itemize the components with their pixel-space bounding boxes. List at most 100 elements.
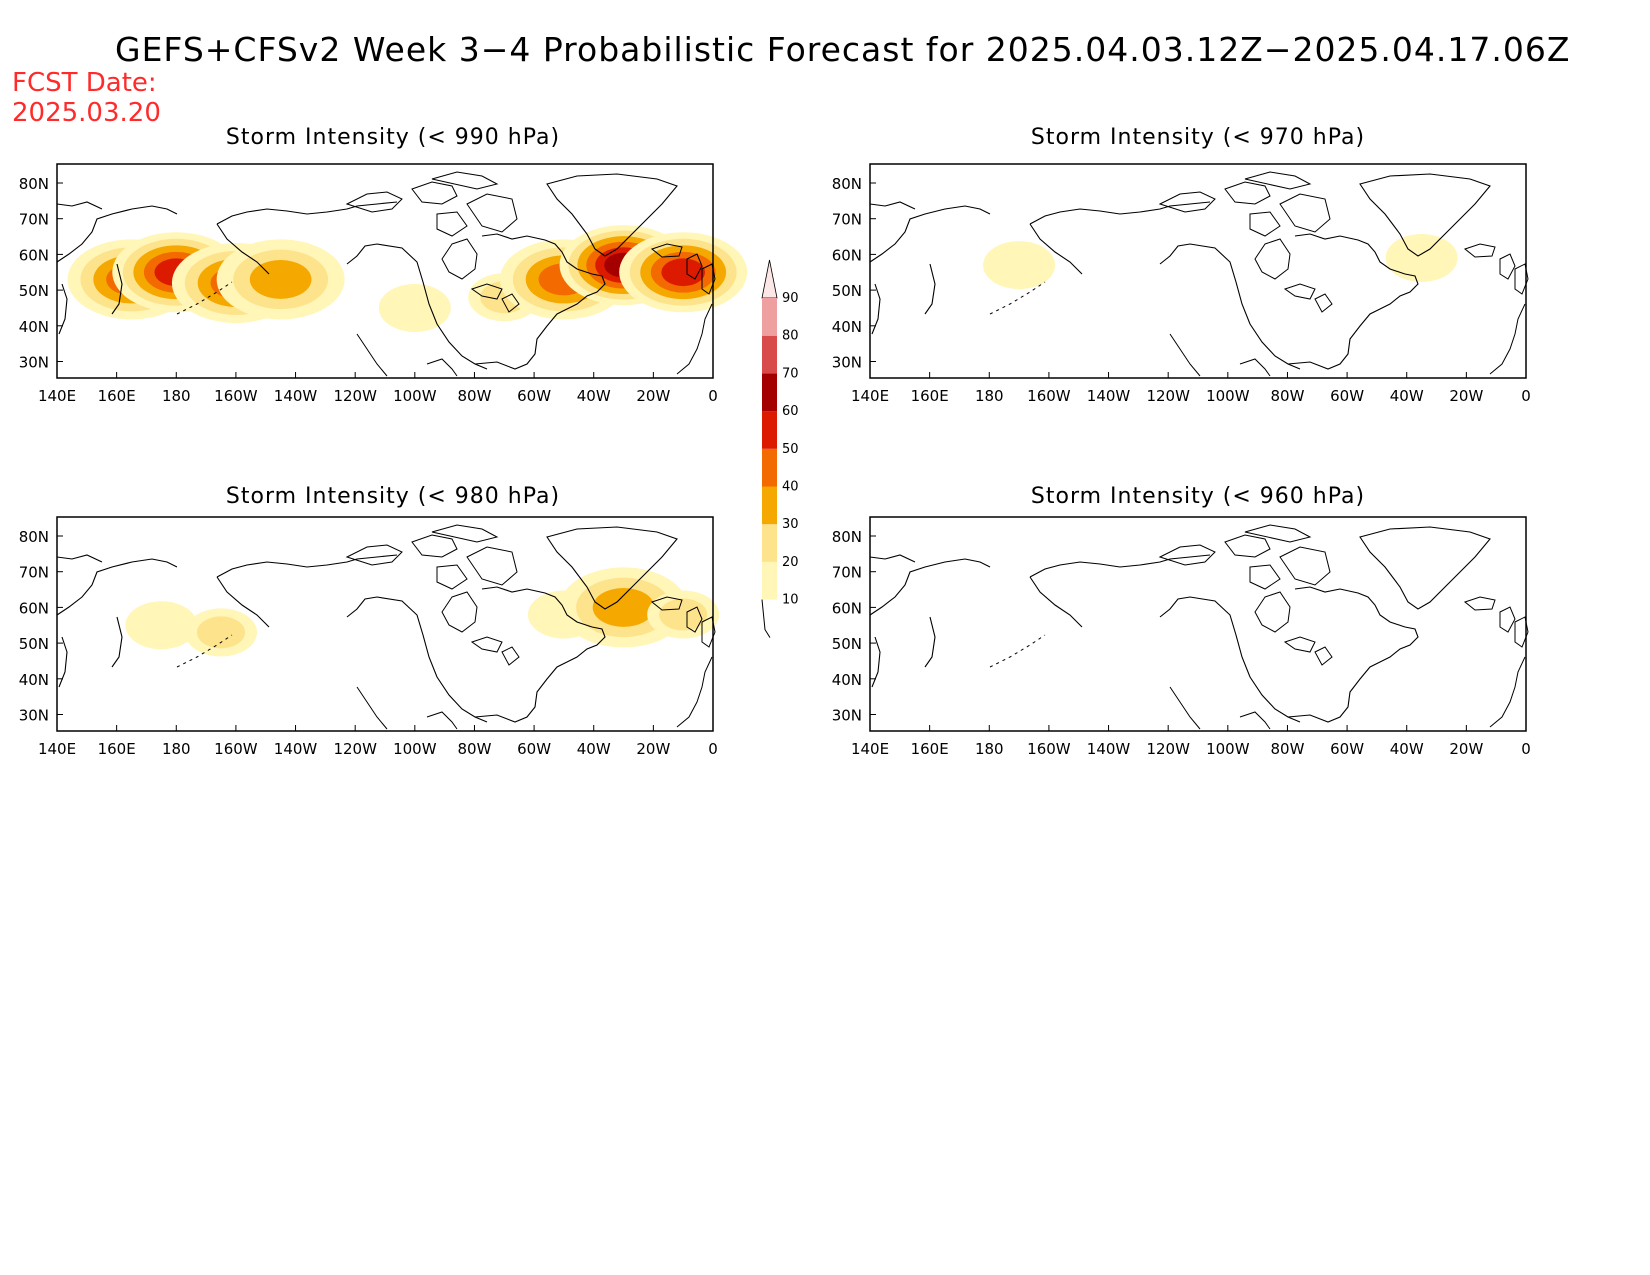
lon-tick-label: 160W: [214, 387, 258, 405]
lon-tick-label: 80W: [1270, 740, 1304, 758]
probability-cell: [661, 258, 705, 287]
lat-tick-label: 70N: [832, 211, 862, 229]
lon-tick-label: 80W: [457, 387, 491, 405]
probability-cell: [659, 598, 708, 631]
fcst-label: FCST Date:: [12, 68, 157, 98]
lat-tick-label: 30N: [19, 707, 49, 725]
lon-tick-label: 100W: [1206, 387, 1250, 405]
lon-tick-label: 140E: [38, 387, 76, 405]
colorbar-segment: [762, 373, 777, 412]
colorbar-label: 90: [782, 291, 799, 306]
colorbar-arrow-top: [761, 259, 778, 299]
lon-tick-label: 140W: [1087, 387, 1131, 405]
lon-tick-label: 120W: [1146, 740, 1190, 758]
lon-tick-label: 20W: [1449, 740, 1483, 758]
panel-title-990: Storm Intensity (< 990 hPa): [225, 125, 561, 150]
colorbar-segment: [762, 524, 777, 562]
lat-tick-label: 80N: [832, 175, 862, 193]
lon-tick-label: 140W: [274, 387, 318, 405]
lon-tick-label: 100W: [393, 740, 437, 758]
colorbar-label: 30: [782, 517, 799, 532]
lon-tick-label: 140E: [851, 387, 889, 405]
probability-cell: [983, 241, 1056, 290]
colorbar-segment: [762, 486, 777, 525]
lon-tick-label: 180: [162, 740, 191, 758]
map-panel-990: 140E 160E 180 160W 140W 120W 100W 80W 60W 40W 20W 0…: [19, 163, 748, 405]
lon-tick-label: 180: [975, 387, 1004, 405]
colorbar-segment: [762, 448, 777, 487]
lon-tick-label: 40W: [1390, 387, 1424, 405]
lon-tick-label: 140W: [1087, 740, 1131, 758]
colorbar-segment: [762, 561, 777, 600]
lat-tick-label: 80N: [19, 175, 49, 193]
colorbar-label: 40: [782, 480, 799, 495]
lon-tick-label: 0: [708, 387, 718, 405]
main-title: GEFS+CFSv2 Week 3−4 Probabilistic Foreca…: [115, 30, 1571, 69]
panel-title-970: Storm Intensity (< 970 hPa): [1030, 125, 1366, 150]
lon-tick-label: 20W: [636, 740, 670, 758]
lon-tick-label: 0: [708, 740, 718, 758]
lon-tick-label: 160E: [98, 740, 136, 758]
lat-tick-label: 60N: [19, 599, 49, 617]
lon-tick-label: 40W: [577, 740, 611, 758]
lat-tick-label: 60N: [19, 246, 49, 264]
panel-title-960: Storm Intensity (< 960 hPa): [1030, 484, 1366, 509]
lat-tick-label: 50N: [832, 635, 862, 653]
lon-tick-label: 140E: [851, 740, 889, 758]
lat-tick-label: 70N: [19, 564, 49, 582]
lon-tick-label: 100W: [1206, 740, 1250, 758]
lon-tick-label: 120W: [333, 387, 377, 405]
lon-tick-label: 80W: [1270, 387, 1304, 405]
colorbar-label: 70: [782, 366, 799, 381]
probability-cell: [378, 283, 451, 332]
colorbar-label: 60: [782, 404, 799, 419]
lon-tick-label: 160E: [911, 740, 949, 758]
map-panel-970: 140E 160E 180 160W 140W 120W 100W 80W 60W 40W 20W 0…: [832, 163, 1531, 405]
lon-tick-label: 160E: [911, 387, 949, 405]
lon-tick-label: 60W: [1330, 740, 1364, 758]
panel-title-980: Storm Intensity (< 980 hPa): [225, 484, 561, 509]
map-panel-960: 140E 160E 180 160W 140W 120W 100W 80W 60W 40W 20W 0…: [832, 516, 1531, 758]
colorbar-segment: [762, 298, 777, 336]
probability-cell: [592, 587, 655, 627]
lat-tick-label: 70N: [832, 564, 862, 582]
lon-tick-label: 160W: [214, 740, 258, 758]
lon-tick-label: 60W: [517, 740, 551, 758]
fcst-date: 2025.03.20: [12, 98, 161, 128]
forecast-date-label: FCST Date: 2025.03.20: [12, 68, 161, 128]
lat-tick-label: 50N: [19, 635, 49, 653]
lon-tick-label: 0: [1521, 740, 1531, 758]
probability-cell: [125, 601, 198, 650]
lat-tick-label: 40N: [19, 671, 49, 689]
lon-tick-label: 0: [1521, 387, 1531, 405]
lon-tick-label: 140E: [38, 740, 76, 758]
lat-tick-label: 50N: [19, 282, 49, 300]
colorbar-label: 20: [782, 555, 799, 570]
probability-cell: [1385, 233, 1458, 282]
lon-tick-label: 160W: [1027, 740, 1071, 758]
lon-tick-label: 40W: [1390, 740, 1424, 758]
lon-tick-label: 20W: [636, 387, 670, 405]
lat-tick-label: 60N: [832, 246, 862, 264]
probability-cell: [249, 259, 312, 299]
lon-tick-label: 60W: [1330, 387, 1364, 405]
lon-tick-label: 160E: [98, 387, 136, 405]
probability-cell: [197, 616, 245, 649]
lat-tick-label: 30N: [19, 354, 49, 372]
colorbar-label: 80: [782, 329, 799, 344]
lat-tick-label: 70N: [19, 211, 49, 229]
lat-tick-label: 40N: [832, 318, 862, 336]
lon-tick-label: 160W: [1027, 387, 1071, 405]
lat-tick-label: 80N: [19, 528, 49, 546]
colorbar-label: 50: [782, 442, 799, 457]
lon-tick-label: 40W: [577, 387, 611, 405]
lon-tick-label: 180: [975, 740, 1004, 758]
lat-tick-label: 80N: [832, 528, 862, 546]
colorbar-segment: [762, 411, 777, 449]
colorbar-segment: [762, 335, 777, 374]
lon-tick-label: 20W: [1449, 387, 1483, 405]
lon-tick-label: 180: [162, 387, 191, 405]
lon-tick-label: 140W: [274, 740, 318, 758]
colorbar: 10 20 30 40 50 60 70 80 90: [761, 259, 799, 638]
